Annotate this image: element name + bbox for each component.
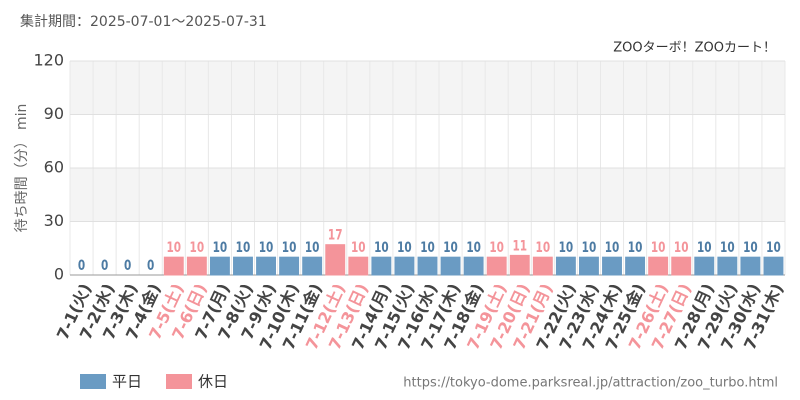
bar	[325, 244, 346, 276]
bar	[463, 256, 484, 276]
bar	[486, 256, 507, 276]
data-label: 10	[166, 240, 181, 256]
data-label: 10	[213, 240, 228, 256]
data-label: 10	[582, 240, 597, 256]
data-label: 10	[743, 240, 758, 256]
data-label: 0	[124, 258, 132, 274]
bar	[394, 256, 415, 276]
data-label: 10	[674, 240, 689, 256]
chart-title: ZOOターボ！ZOOカート！	[613, 41, 776, 56]
bar	[694, 256, 715, 276]
data-label: 10	[536, 240, 551, 256]
data-label: 10	[720, 240, 735, 256]
bar	[233, 256, 253, 276]
data-label: 10	[374, 240, 389, 256]
bar	[671, 256, 692, 276]
legend-label: 平日	[112, 373, 142, 391]
bar	[717, 256, 738, 276]
y-axis-title: 待ち時間（分） min	[14, 104, 30, 233]
bar	[602, 256, 622, 276]
data-label: 10	[259, 240, 274, 256]
data-label: 10	[766, 240, 781, 256]
data-label: 0	[78, 258, 86, 274]
bar	[279, 256, 300, 276]
data-label: 17	[328, 227, 343, 243]
bar	[509, 254, 530, 276]
data-label: 10	[628, 240, 643, 256]
data-label: 10	[489, 240, 504, 256]
data-label: 10	[651, 240, 666, 256]
bar	[532, 256, 553, 276]
legend-swatch	[80, 374, 106, 389]
bar	[625, 256, 646, 276]
bar	[348, 256, 369, 276]
bar	[186, 256, 207, 276]
grid-band	[70, 168, 785, 222]
data-label: 10	[605, 240, 620, 256]
data-label: 11	[512, 238, 527, 254]
grid-band	[70, 61, 785, 115]
y-tick-label: 0	[54, 265, 64, 284]
data-label: 0	[147, 258, 155, 274]
y-tick-label: 30	[44, 211, 64, 230]
y-tick-label: 90	[44, 104, 64, 123]
data-label: 10	[397, 240, 412, 256]
data-label: 10	[305, 240, 320, 256]
data-label: 10	[443, 240, 458, 256]
data-label: 10	[420, 240, 435, 256]
data-label: 10	[351, 240, 366, 256]
bar	[555, 256, 576, 276]
y-tick-label: 120	[33, 51, 64, 70]
data-label: 0	[101, 258, 109, 274]
bar	[740, 256, 761, 276]
legend-label: 休日	[198, 373, 228, 391]
subtitle: 集計期間：2025-07-01～2025-07-31	[20, 13, 267, 30]
bar	[648, 256, 669, 276]
data-label: 10	[190, 240, 205, 256]
data-label: 10	[697, 240, 712, 256]
data-label: 10	[282, 240, 297, 256]
bar	[417, 256, 438, 276]
bar	[302, 256, 323, 276]
data-label: 10	[466, 240, 481, 256]
data-label: 10	[559, 240, 574, 256]
data-label: 10	[236, 240, 251, 256]
bar	[371, 256, 392, 276]
bar	[209, 256, 230, 276]
bar	[578, 256, 599, 276]
bar	[440, 256, 461, 276]
source-url: https://tokyo-dome.parksreal.jp/attracti…	[403, 376, 778, 391]
y-tick-label: 60	[44, 158, 64, 177]
bar	[163, 256, 184, 276]
bar	[256, 256, 277, 276]
legend-swatch	[166, 374, 192, 389]
bar	[763, 256, 784, 276]
